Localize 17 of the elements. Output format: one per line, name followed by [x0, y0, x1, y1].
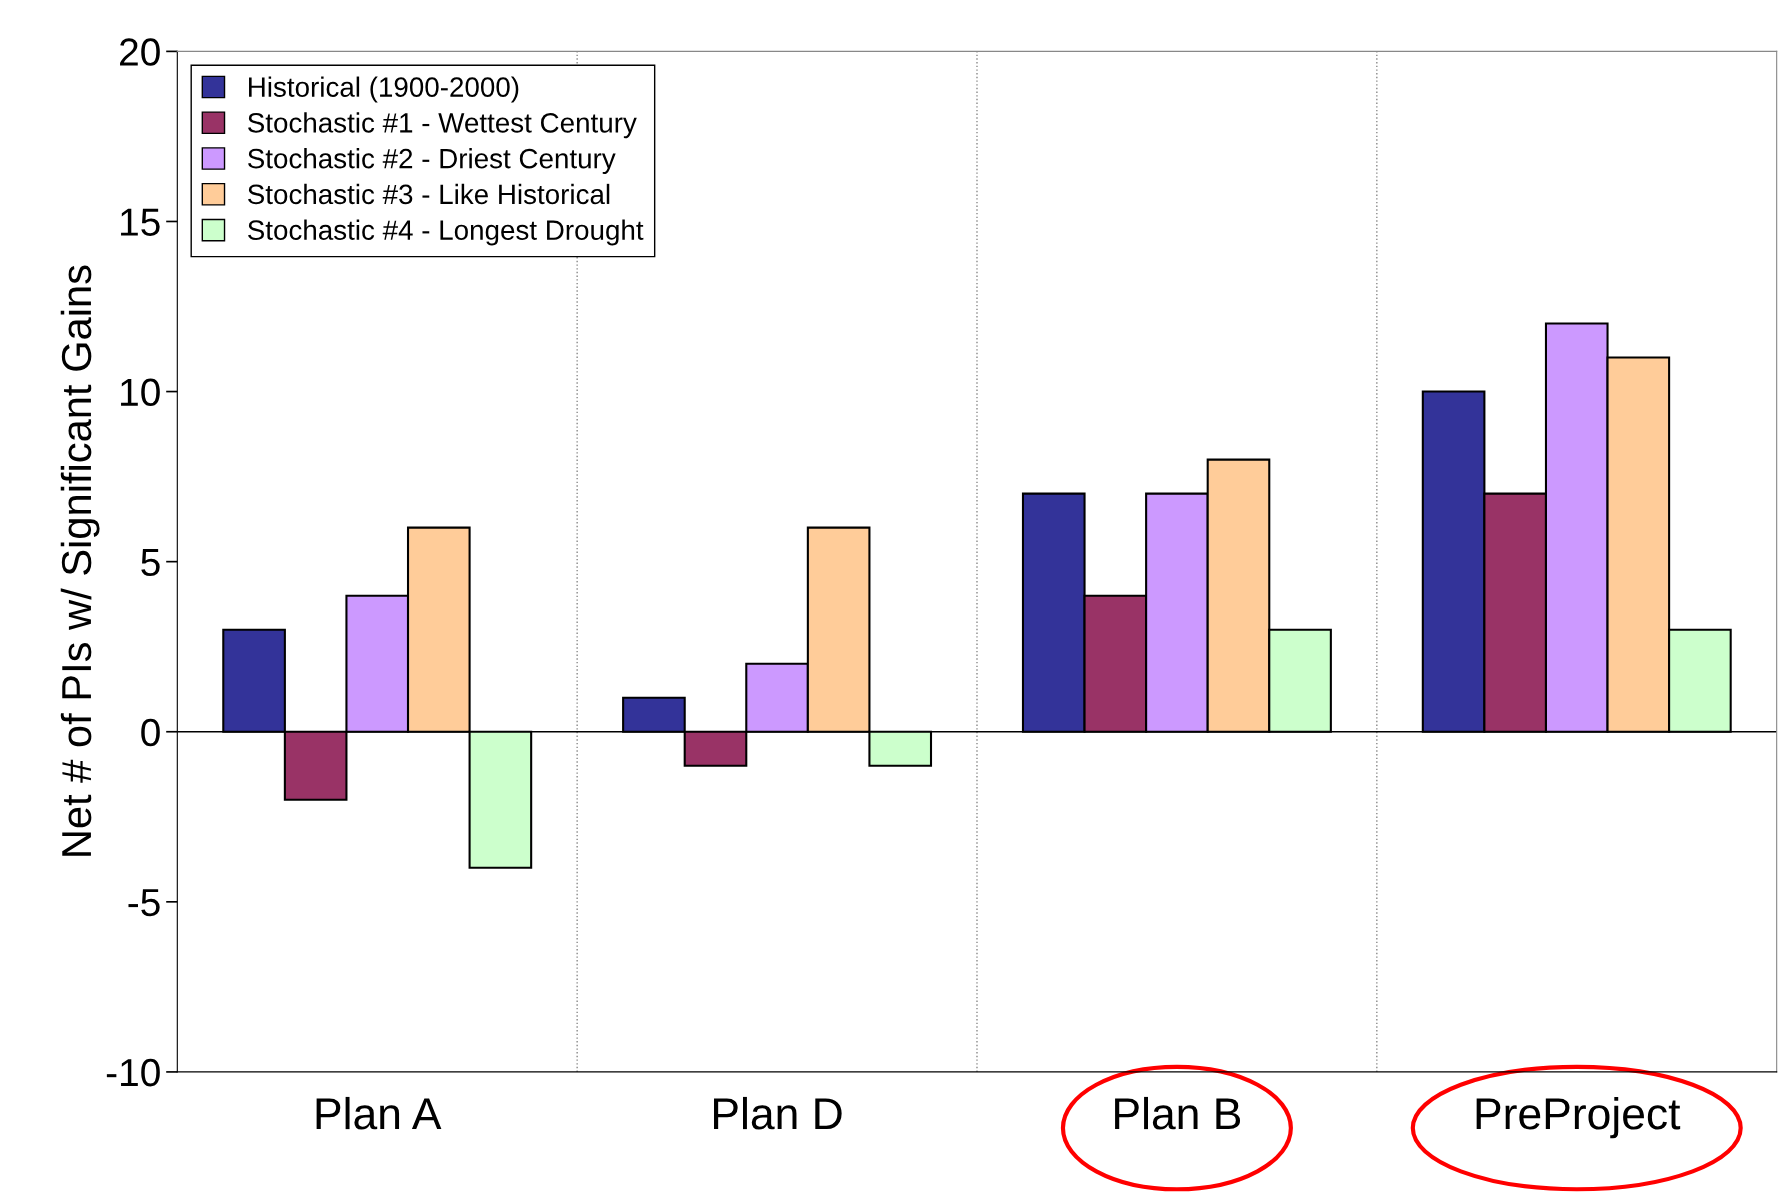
y-axis-title: Net # of PIs w/ Significant Gains: [60, 265, 100, 856]
y-tick-label: 5: [141, 548, 160, 577]
x-tick-label: Plan A: [316, 1096, 442, 1130]
x-tick-label: Plan B: [1115, 1096, 1241, 1130]
x-tick-label: Plan D: [714, 1096, 842, 1130]
legend-label: Stochastic #3 - Like Historical: [248, 183, 610, 205]
legend-label: Stochastic #4 - Longest Drought: [248, 219, 644, 246]
y-tick-label: -10: [106, 1058, 160, 1087]
legend-label: Stochastic #2 - Driest Century: [248, 148, 616, 174]
x-tick-label: PreProject: [1476, 1096, 1681, 1139]
legend-label: Historical (1900-2000): [249, 76, 519, 103]
y-tick-label: 10: [121, 378, 160, 407]
legend-label: Stochastic #1 - Wettest Century: [248, 112, 637, 139]
y-tick-label: 20: [120, 38, 160, 66]
y-tick-label: 0: [141, 718, 160, 747]
y-tick-label: -5: [128, 889, 160, 917]
y-tick-label: 15: [121, 208, 160, 236]
